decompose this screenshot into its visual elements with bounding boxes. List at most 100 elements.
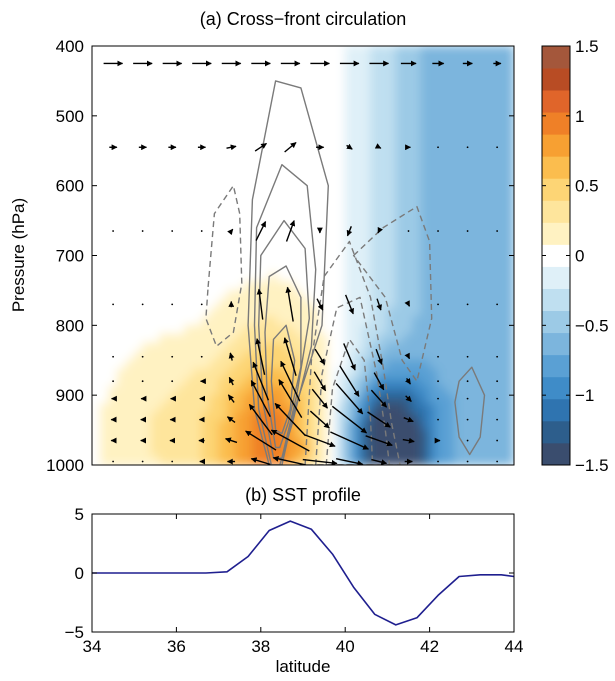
field-cell	[116, 272, 127, 283]
field-cell	[285, 368, 296, 379]
field-cell	[437, 412, 447, 422]
field-cell	[184, 298, 194, 309]
field-cell	[429, 228, 439, 239]
field-cell	[218, 115, 228, 126]
field-cell	[260, 158, 270, 169]
field-cell	[395, 455, 405, 465]
field-cell	[403, 368, 414, 379]
field-cell	[336, 281, 346, 291]
field-cell	[285, 316, 296, 326]
y-tick-label: 500	[56, 107, 84, 126]
field-cell	[496, 150, 507, 160]
field-cell	[479, 89, 490, 99]
field-cell	[192, 124, 203, 134]
field-cell	[319, 447, 329, 457]
field-cell	[92, 394, 101, 405]
colorbar-tick-label: 0	[575, 247, 584, 266]
field-cell	[218, 193, 228, 204]
field-cell	[226, 167, 236, 178]
field-cell	[218, 80, 228, 91]
field-cell	[268, 255, 279, 265]
field-cell	[496, 167, 507, 178]
field-cell	[92, 141, 101, 152]
field-cell	[496, 281, 507, 291]
field-cell	[159, 263, 169, 274]
wind-arrow	[496, 230, 499, 232]
field-cell	[184, 307, 194, 318]
field-cell	[403, 281, 414, 291]
field-cell	[125, 394, 135, 405]
field-cell	[277, 54, 287, 64]
field-cell	[159, 394, 169, 405]
colorbar: 1.510.50−0.5−1−1.5	[541, 37, 609, 475]
field-cell	[175, 377, 186, 387]
field-cell	[445, 185, 456, 195]
field-cell	[336, 420, 346, 431]
field-cell	[429, 359, 439, 370]
field-cell	[310, 281, 321, 291]
field-cell	[370, 141, 380, 152]
field-cell	[92, 106, 101, 117]
field-cell	[243, 377, 253, 387]
field-cell	[445, 211, 456, 222]
field-cell	[310, 377, 321, 387]
field-cell	[471, 351, 481, 361]
field-cell	[302, 220, 312, 230]
wind-arrow	[496, 303, 499, 306]
field-cell	[344, 176, 355, 187]
field-cell	[488, 394, 498, 405]
field-cell	[505, 403, 514, 414]
field-cell	[370, 193, 380, 204]
field-cell	[361, 351, 372, 361]
field-cell	[505, 455, 514, 465]
field-cell	[319, 368, 329, 379]
field-cell	[462, 132, 473, 143]
field-cell	[192, 237, 203, 248]
field-cell	[488, 377, 498, 387]
field-cell	[260, 359, 270, 370]
field-cell	[454, 298, 464, 309]
field-cell	[488, 185, 498, 195]
field-cell	[310, 438, 321, 449]
field-cell	[395, 80, 405, 91]
field-cell	[184, 228, 194, 239]
field-cell	[429, 307, 439, 318]
field-cell	[429, 298, 439, 309]
field-cell	[92, 255, 101, 265]
field-cell	[108, 368, 118, 379]
field-cell	[488, 289, 498, 300]
field-cell	[285, 211, 296, 222]
field-cell	[395, 115, 405, 126]
field-cell	[361, 202, 372, 213]
colorbar-tick-label: −1.5	[575, 456, 609, 475]
field-cell	[386, 228, 397, 239]
field-cell	[167, 272, 177, 283]
field-cell	[479, 124, 490, 134]
field-cell	[479, 202, 490, 213]
field-cell	[167, 176, 177, 187]
field-cell	[454, 193, 464, 204]
field-cell	[125, 377, 135, 387]
field-cell	[403, 185, 414, 195]
field-cell	[445, 255, 456, 265]
field-cell	[209, 455, 220, 465]
field-cell	[251, 307, 262, 318]
field-cell	[445, 281, 456, 291]
field-cell	[192, 403, 203, 414]
field-cell	[285, 62, 296, 73]
field-cell	[277, 193, 287, 204]
field-cell	[285, 455, 296, 465]
panel-b-x-label: latitude	[276, 657, 331, 676]
field-cell	[192, 316, 203, 326]
field-cell	[243, 54, 253, 64]
field-cell	[327, 132, 338, 143]
field-cell	[184, 394, 194, 405]
field-cell	[268, 62, 279, 73]
field-cell	[175, 263, 186, 274]
field-cell	[302, 228, 312, 239]
field-cell	[159, 71, 169, 82]
field-cell	[159, 228, 169, 239]
field-cell	[386, 298, 397, 309]
anomaly-field	[92, 46, 514, 465]
field-cell	[234, 377, 245, 387]
